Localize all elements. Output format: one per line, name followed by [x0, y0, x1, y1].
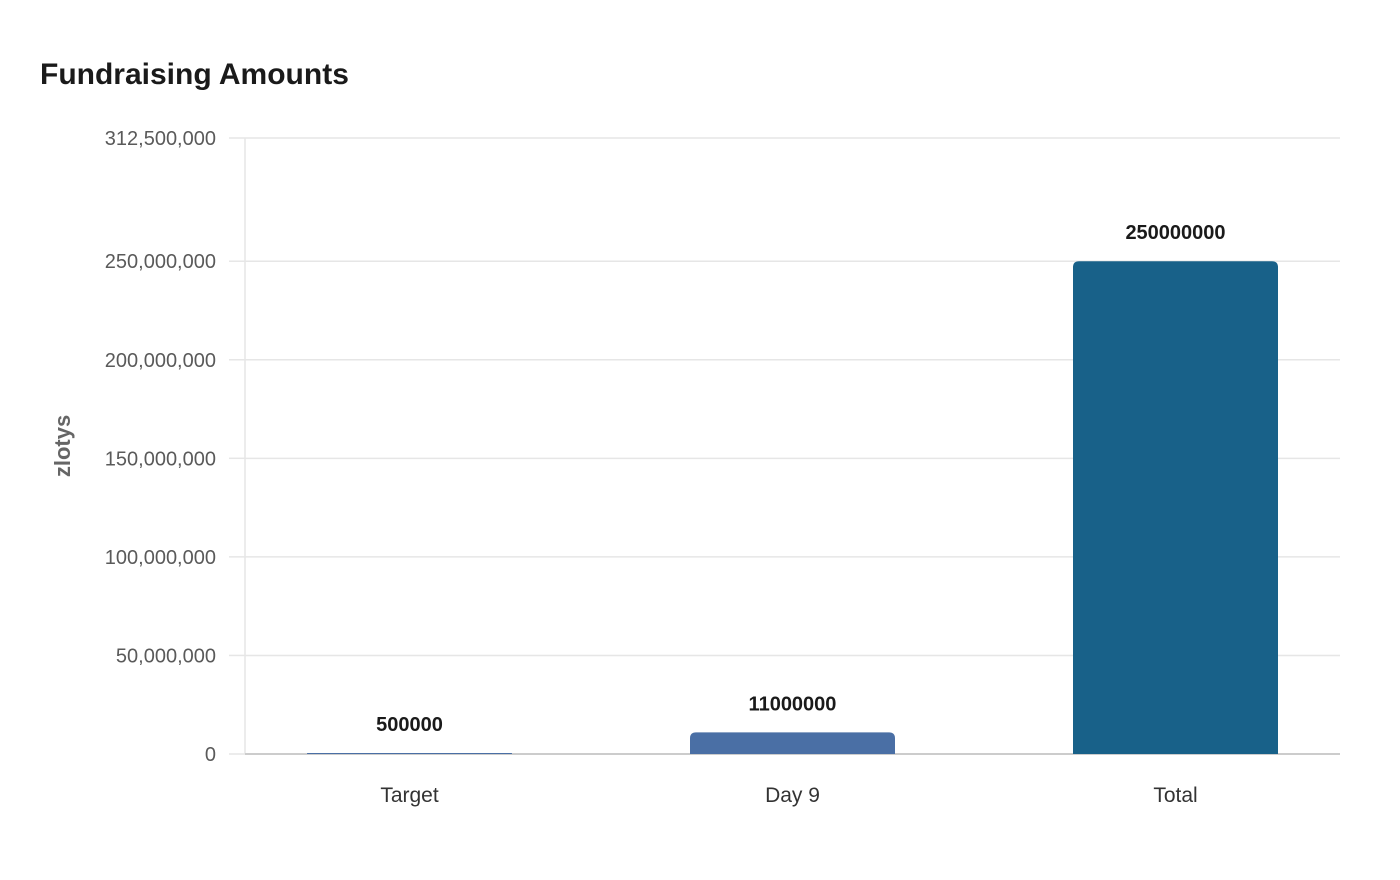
data-label: 250000000	[1125, 222, 1225, 244]
y-tick-label: 312,500,000	[105, 128, 216, 150]
bar-target	[307, 753, 512, 754]
y-tick-label: 0	[205, 744, 216, 766]
bar-day-9	[690, 732, 895, 754]
labels: 0 50,000,000 100,000,000 150,000,000 200,000…	[50, 128, 1226, 807]
y-tick-label: 50,000,000	[116, 645, 216, 667]
gridlines	[245, 137, 1340, 657]
y-tick-label: 250,000,000	[105, 251, 216, 273]
y-tick-label: 200,000,000	[105, 350, 216, 372]
x-tick-label: Total	[1153, 784, 1197, 807]
y-tick-label: 100,000,000	[105, 547, 216, 569]
bar-total	[1073, 261, 1278, 754]
x-tick-label: Target	[380, 784, 439, 807]
data-label: 11000000	[749, 693, 837, 715]
y-tick-label: 150,000,000	[105, 448, 216, 470]
data-label: 500000	[376, 714, 443, 736]
bars	[307, 261, 1278, 754]
x-tick-label: Day 9	[765, 784, 820, 807]
y-axis-title: zlotys	[50, 415, 75, 477]
chart-title: Fundraising Amounts	[40, 58, 349, 91]
